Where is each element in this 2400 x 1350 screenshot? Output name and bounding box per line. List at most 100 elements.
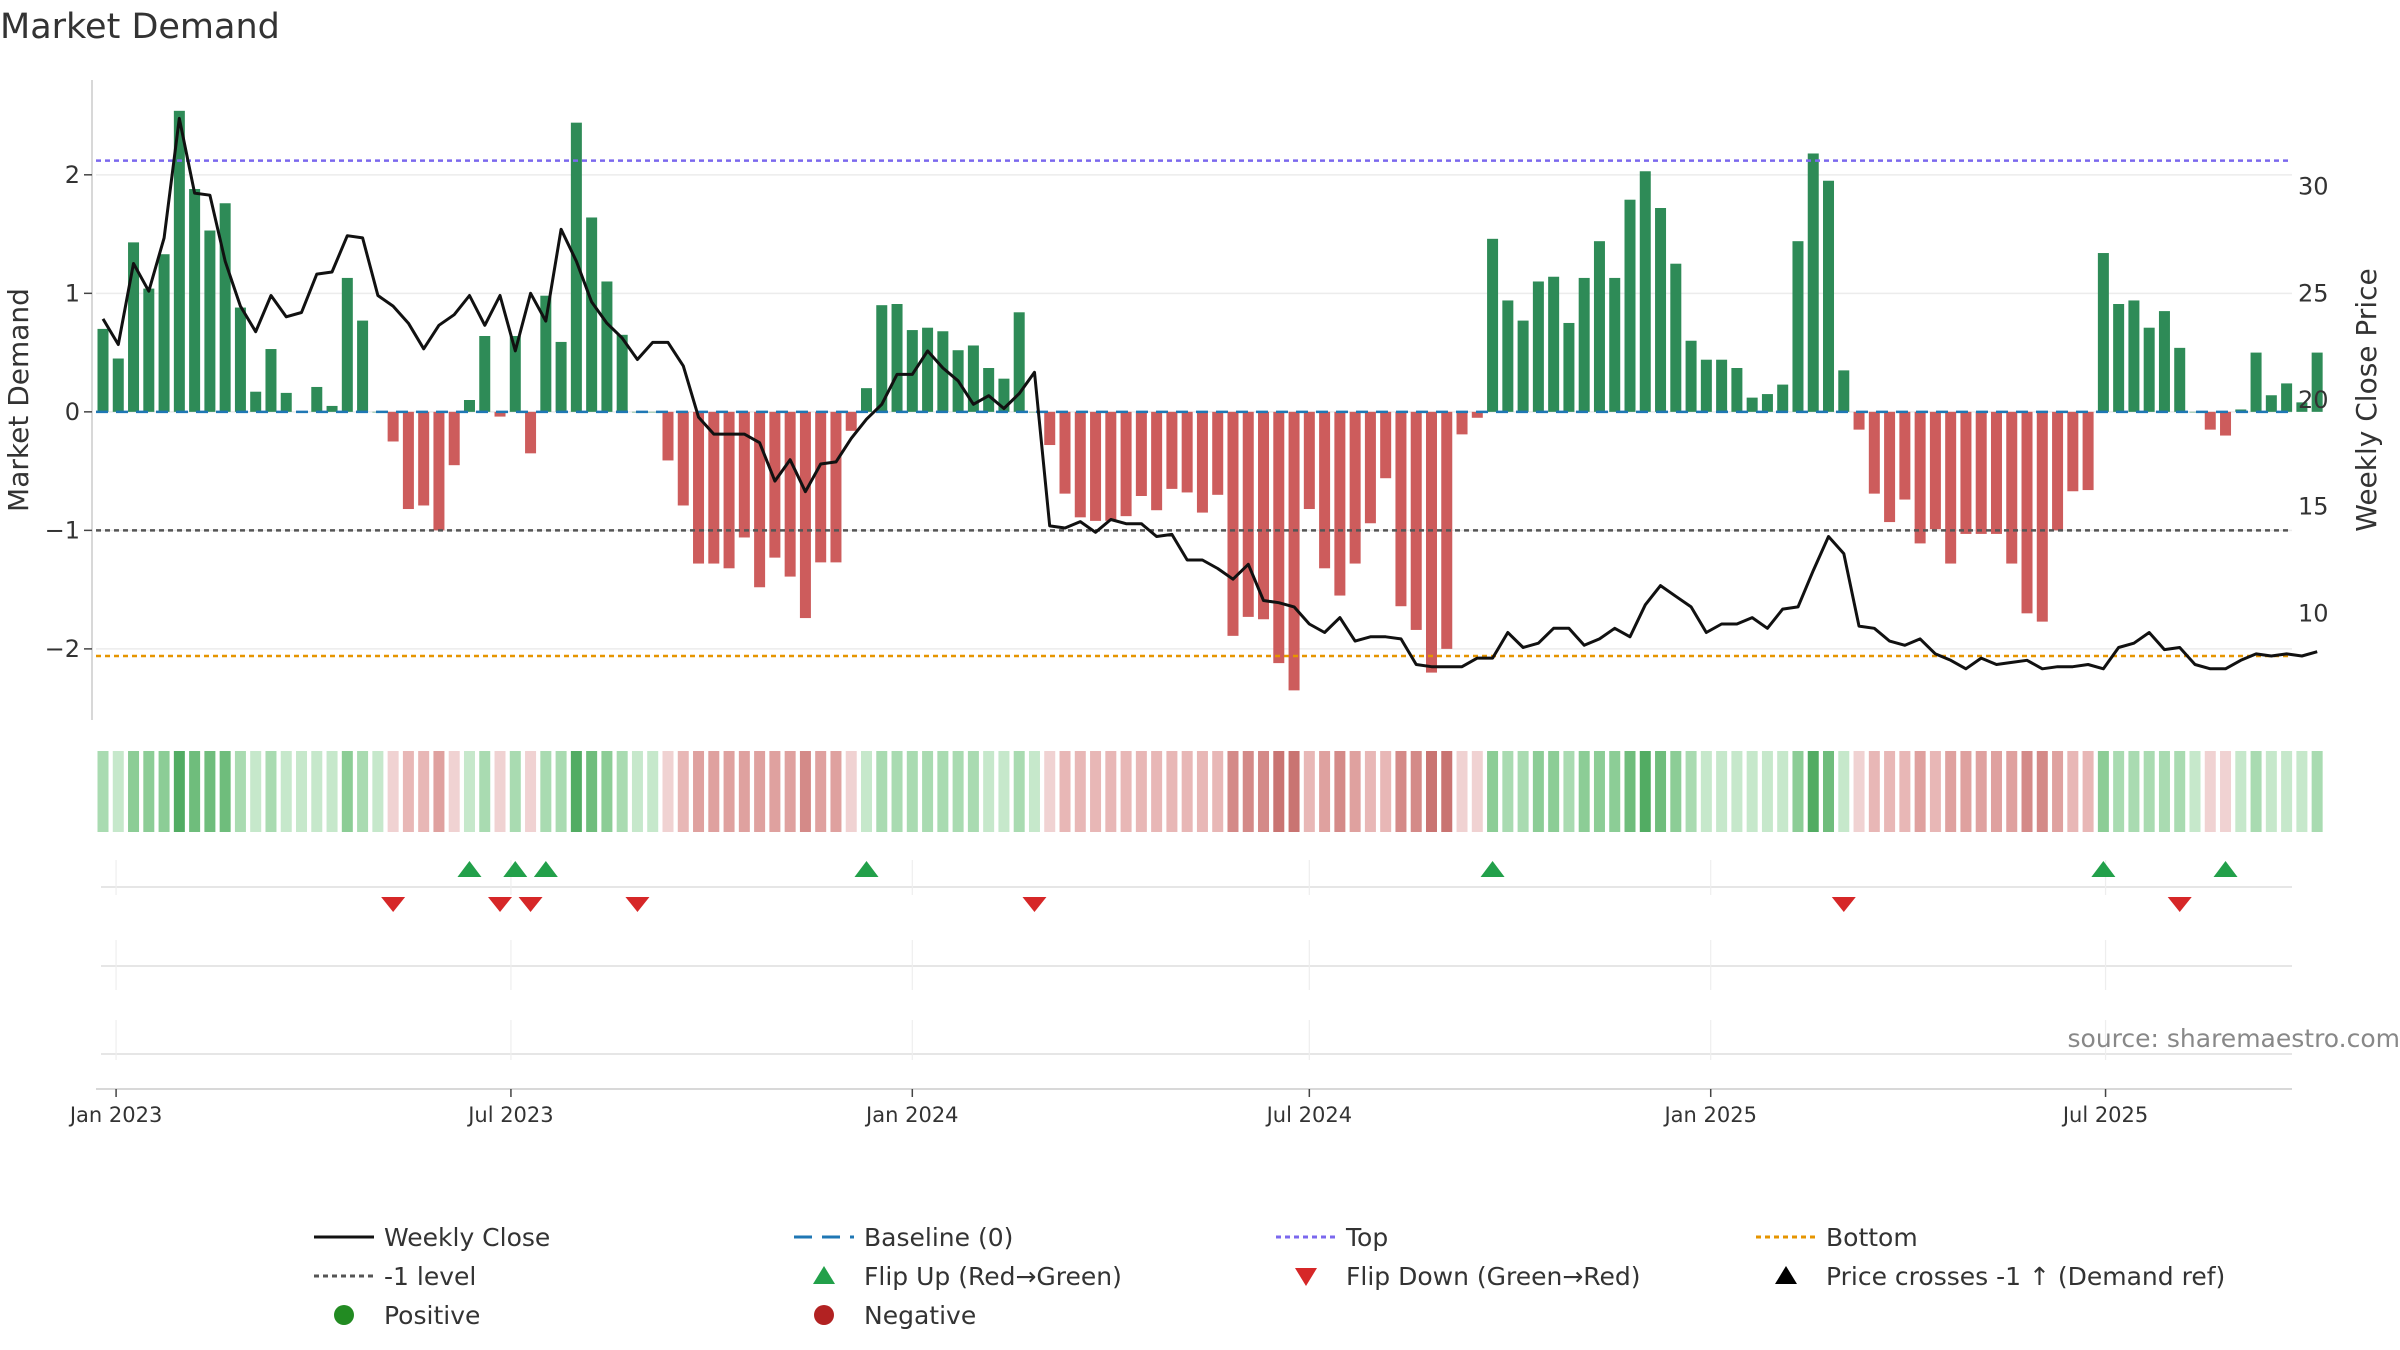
demand-bar (2021, 411, 2033, 614)
demand-bar (1700, 359, 1712, 412)
flip-up-marker (457, 861, 482, 877)
heat-cell (1716, 751, 1728, 832)
demand-bar (1609, 277, 1621, 412)
legend-label-minus-one: -1 level (384, 1262, 476, 1291)
heat-cell (1639, 751, 1651, 832)
heat-cell (1013, 751, 1025, 832)
y-right-tick-label: 20 (2298, 386, 2329, 414)
heat-cell (616, 751, 628, 832)
legend: Weekly Close Baseline (0) Top Bottom -1 leve… (314, 1223, 2225, 1330)
flip-up-marker (2213, 861, 2238, 877)
y-left-tick-label: 0 (65, 398, 80, 426)
demand-bar (1380, 411, 1392, 479)
demand-bar (265, 349, 277, 412)
heat-cell (128, 751, 140, 832)
heat-cell (1471, 751, 1483, 832)
heat-cell (1593, 751, 1605, 832)
heat-cell (784, 751, 796, 832)
demand-bar (112, 358, 124, 412)
x-tick-label: Jul 2025 (2061, 1103, 2148, 1127)
demand-bar (754, 411, 766, 588)
demand-bar (2082, 411, 2094, 491)
heat-cell (1425, 751, 1437, 832)
event-panels (101, 860, 2292, 1060)
heat-cell (1502, 751, 1514, 832)
heat-cell (1670, 751, 1682, 832)
heat-cell (1884, 751, 1896, 832)
heat-cell (479, 751, 491, 832)
heat-cell (2052, 751, 2064, 832)
legend-label-positive: Positive (384, 1301, 480, 1330)
demand-bar (1716, 359, 1728, 412)
demand-bar (723, 411, 735, 569)
demand-bar (983, 368, 995, 412)
y-left-tick-label: 2 (65, 161, 80, 189)
heat-cell (2296, 751, 2308, 832)
heat-cell (861, 751, 872, 832)
heat-cell (1273, 751, 1285, 832)
demand-bar (204, 230, 216, 412)
demand-bar (311, 386, 323, 412)
heat-cell (1135, 751, 1147, 832)
heat-cell (372, 751, 384, 832)
x-tick-label: Jul 2024 (1265, 1103, 1352, 1127)
heat-cell (876, 751, 888, 832)
demand-bar (616, 334, 628, 412)
heat-cell (173, 751, 185, 832)
heat-cell (754, 751, 766, 832)
demand-bar (1807, 153, 1819, 412)
heat-cell (1792, 751, 1804, 832)
heat-cell (433, 751, 445, 832)
demand-bar (2067, 411, 2079, 492)
heat-cell (311, 751, 323, 832)
heat-cell (906, 751, 918, 832)
demand-bar (509, 336, 521, 412)
heat-cell (555, 751, 567, 832)
heat-cell (769, 751, 781, 832)
heat-cell (2128, 751, 2140, 832)
heat-cell (2235, 751, 2247, 832)
heat-cell (387, 751, 399, 832)
heat-cell (1380, 751, 1392, 832)
legend-swatch-positive (334, 1305, 354, 1325)
demand-bar (158, 254, 170, 412)
demand-bar (2158, 311, 2170, 412)
heat-cell (540, 751, 552, 832)
demand-bar (1196, 411, 1208, 513)
legend-swatch-flip-down (1295, 1268, 1317, 1286)
legend-label-negative: Negative (864, 1301, 976, 1330)
demand-bar (1242, 411, 1254, 617)
demand-bar (1670, 263, 1682, 412)
heat-cell (1441, 751, 1453, 832)
flip-up-marker (854, 861, 879, 877)
heat-cell (250, 751, 262, 832)
heat-cell (189, 751, 201, 832)
legend-label-weekly-close: Weekly Close (384, 1223, 550, 1252)
demand-bar (1960, 411, 1972, 534)
demand-heat-strip (97, 751, 2323, 832)
heat-cell (998, 751, 1010, 832)
demand-bar (1914, 411, 1926, 544)
demand-bar (1532, 281, 1544, 412)
heat-cell (1899, 751, 1911, 832)
flip-down-marker (625, 897, 650, 912)
flip-up-marker (503, 861, 528, 877)
heat-cell (1303, 751, 1315, 832)
demand-bar (1044, 411, 1056, 446)
demand-bar (1303, 411, 1315, 510)
demand-bar (143, 288, 155, 412)
legend-label-bottom: Bottom (1826, 1223, 1918, 1252)
legend-swatch-flip-up (813, 1266, 835, 1284)
demand-bar (1502, 300, 1514, 412)
heat-cell (509, 751, 521, 832)
demand-bar (2220, 411, 2232, 436)
source-note: source: sharemaestro.com (2068, 1024, 2400, 1053)
demand-bar (540, 295, 552, 412)
heat-cell (296, 751, 308, 832)
demand-bar (1364, 411, 1376, 524)
heat-cell (494, 751, 506, 832)
demand-bar (1319, 411, 1331, 569)
demand-bar (677, 411, 689, 506)
